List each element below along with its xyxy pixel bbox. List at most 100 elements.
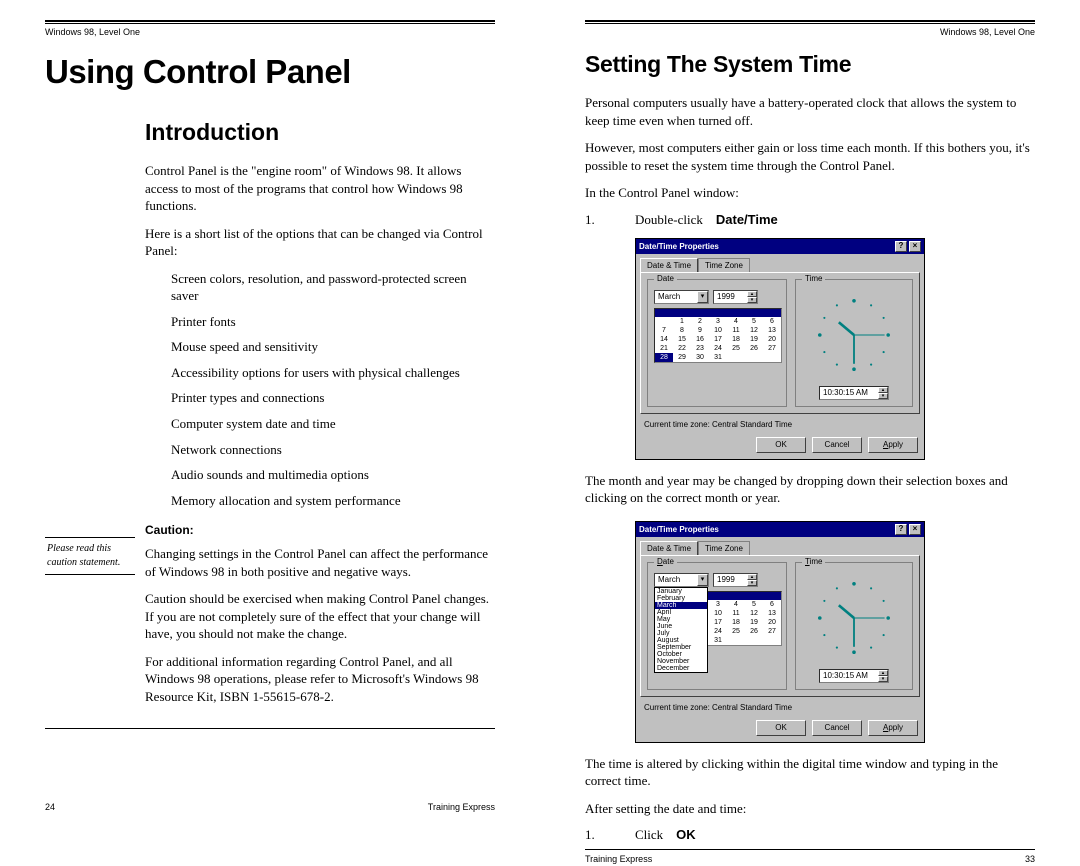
spin-down-icon[interactable]: ▾ (878, 676, 888, 682)
time-input[interactable]: 10:30:15 AM ▴ ▾ (819, 669, 889, 683)
calendar-day[interactable]: 12 (745, 609, 763, 618)
calendar-day[interactable]: 20 (763, 335, 781, 344)
calendar-day[interactable]: 27 (763, 344, 781, 353)
calendar-day[interactable]: 28 (655, 353, 673, 362)
calendar-day[interactable]: 5 (745, 600, 763, 609)
calendar-day[interactable] (655, 317, 673, 326)
ok-button[interactable]: OK (756, 437, 806, 453)
year-spinner[interactable]: 1999 ▴ ▾ (713, 290, 758, 304)
cancel-button[interactable]: Cancel (812, 720, 862, 736)
calendar-day[interactable]: 16 (691, 335, 709, 344)
calendar-day[interactable]: 31 (709, 353, 727, 362)
calendar-day[interactable]: 10 (709, 609, 727, 618)
calendar-day[interactable]: 11 (727, 326, 745, 335)
calendar-day[interactable]: 18 (727, 335, 745, 344)
calendar-day[interactable]: 6 (763, 317, 781, 326)
tab-datetime[interactable]: Date & Time (640, 541, 698, 555)
titlebar[interactable]: Date/Time Properties ? × (636, 522, 924, 537)
calendar-day[interactable]: 4 (727, 317, 745, 326)
dropdown-item[interactable]: December (655, 665, 707, 672)
calendar-day[interactable]: 19 (745, 335, 763, 344)
help-icon[interactable]: ? (895, 524, 907, 535)
dropdown-item[interactable]: May (655, 616, 707, 623)
calendar-day[interactable] (763, 636, 781, 645)
dropdown-item[interactable]: August (655, 637, 707, 644)
apply-button[interactable]: Apply (868, 720, 918, 736)
dropdown-item[interactable]: November (655, 658, 707, 665)
calendar-grid[interactable]: 1234567891011121314151617181920212223242… (655, 317, 781, 362)
calendar-day[interactable]: 14 (655, 335, 673, 344)
tab-datetime[interactable]: Date & Time (640, 258, 698, 272)
close-icon[interactable]: × (909, 524, 921, 535)
dropdown-item[interactable]: October (655, 651, 707, 658)
calendar-day[interactable]: 9 (691, 326, 709, 335)
calendar-day[interactable]: 3 (709, 600, 727, 609)
calendar-day[interactable]: 23 (691, 344, 709, 353)
dropdown-item[interactable]: March (655, 602, 707, 609)
calendar-day[interactable]: 22 (673, 344, 691, 353)
dropdown-item[interactable]: July (655, 630, 707, 637)
calendar-day[interactable]: 25 (727, 344, 745, 353)
time-input[interactable]: 10:30:15 AM ▴ ▾ (819, 386, 889, 400)
calendar-day[interactable]: 29 (673, 353, 691, 362)
dropdown-item[interactable]: February (655, 595, 707, 602)
calendar-day[interactable]: 26 (745, 344, 763, 353)
chevron-down-icon[interactable]: ▾ (697, 291, 708, 303)
calendar-day[interactable]: 19 (745, 618, 763, 627)
cancel-button[interactable]: Cancel (812, 437, 862, 453)
calendar-day[interactable]: 24 (709, 344, 727, 353)
calendar-day[interactable]: 7 (655, 326, 673, 335)
titlebar[interactable]: Date/Time Properties ? × (636, 239, 924, 254)
calendar-day[interactable]: 3 (709, 317, 727, 326)
calendar-day[interactable]: 21 (655, 344, 673, 353)
calendar-day[interactable]: 18 (727, 618, 745, 627)
calendar-day[interactable]: 11 (727, 609, 745, 618)
tab-timezone[interactable]: Time Zone (698, 541, 750, 555)
calendar-day[interactable] (745, 636, 763, 645)
calendar-day[interactable]: 10 (709, 326, 727, 335)
calendar-day[interactable]: 2 (691, 317, 709, 326)
calendar-day[interactable]: 13 (763, 609, 781, 618)
calendar-day[interactable]: 6 (763, 600, 781, 609)
month-dropdown-list[interactable]: JanuaryFebruaryMarchAprilMayJuneJulyAugu… (654, 587, 708, 673)
month-value: March (655, 575, 697, 584)
dropdown-item[interactable]: January (655, 588, 707, 595)
calendar-day[interactable]: 30 (691, 353, 709, 362)
calendar-day[interactable] (763, 353, 781, 362)
calendar-day[interactable]: 25 (727, 627, 745, 636)
calendar-day[interactable] (727, 636, 745, 645)
ok-button[interactable]: OK (756, 720, 806, 736)
calendar-day[interactable]: 15 (673, 335, 691, 344)
calendar-day[interactable]: 1 (673, 317, 691, 326)
calendar[interactable]: 1234567891011121314151617181920212223242… (654, 308, 782, 363)
calendar-day[interactable]: 27 (763, 627, 781, 636)
dropdown-item[interactable]: June (655, 623, 707, 630)
help-icon[interactable]: ? (895, 241, 907, 252)
calendar-day[interactable]: 17 (709, 618, 727, 627)
calendar-day[interactable]: 4 (727, 600, 745, 609)
month-combo[interactable]: March ▾ JanuaryFebruaryMarchAprilMayJune… (654, 573, 709, 587)
calendar-day[interactable]: 12 (745, 326, 763, 335)
calendar-day[interactable]: 17 (709, 335, 727, 344)
spin-down-icon[interactable]: ▾ (747, 297, 757, 303)
chevron-down-icon[interactable]: ▾ (697, 574, 708, 586)
calendar-day[interactable]: 26 (745, 627, 763, 636)
close-icon[interactable]: × (909, 241, 921, 252)
calendar-day[interactable]: 20 (763, 618, 781, 627)
dropdown-item[interactable]: April (655, 609, 707, 616)
calendar-day[interactable]: 13 (763, 326, 781, 335)
calendar-day[interactable]: 31 (709, 636, 727, 645)
calendar-day[interactable]: 24 (709, 627, 727, 636)
spin-down-icon[interactable]: ▾ (747, 580, 757, 586)
calendar-day[interactable] (727, 353, 745, 362)
month-combo[interactable]: March ▾ (654, 290, 709, 304)
apply-button[interactable]: Apply (868, 437, 918, 453)
calendar-day[interactable]: 8 (673, 326, 691, 335)
calendar-day[interactable] (745, 353, 763, 362)
calendar-day[interactable]: 5 (745, 317, 763, 326)
year-spinner[interactable]: 1999 ▴ ▾ (713, 573, 758, 587)
footer: Training Express 33 (585, 850, 1035, 866)
dropdown-item[interactable]: September (655, 644, 707, 651)
spin-down-icon[interactable]: ▾ (878, 393, 888, 399)
tab-timezone[interactable]: Time Zone (698, 258, 750, 272)
